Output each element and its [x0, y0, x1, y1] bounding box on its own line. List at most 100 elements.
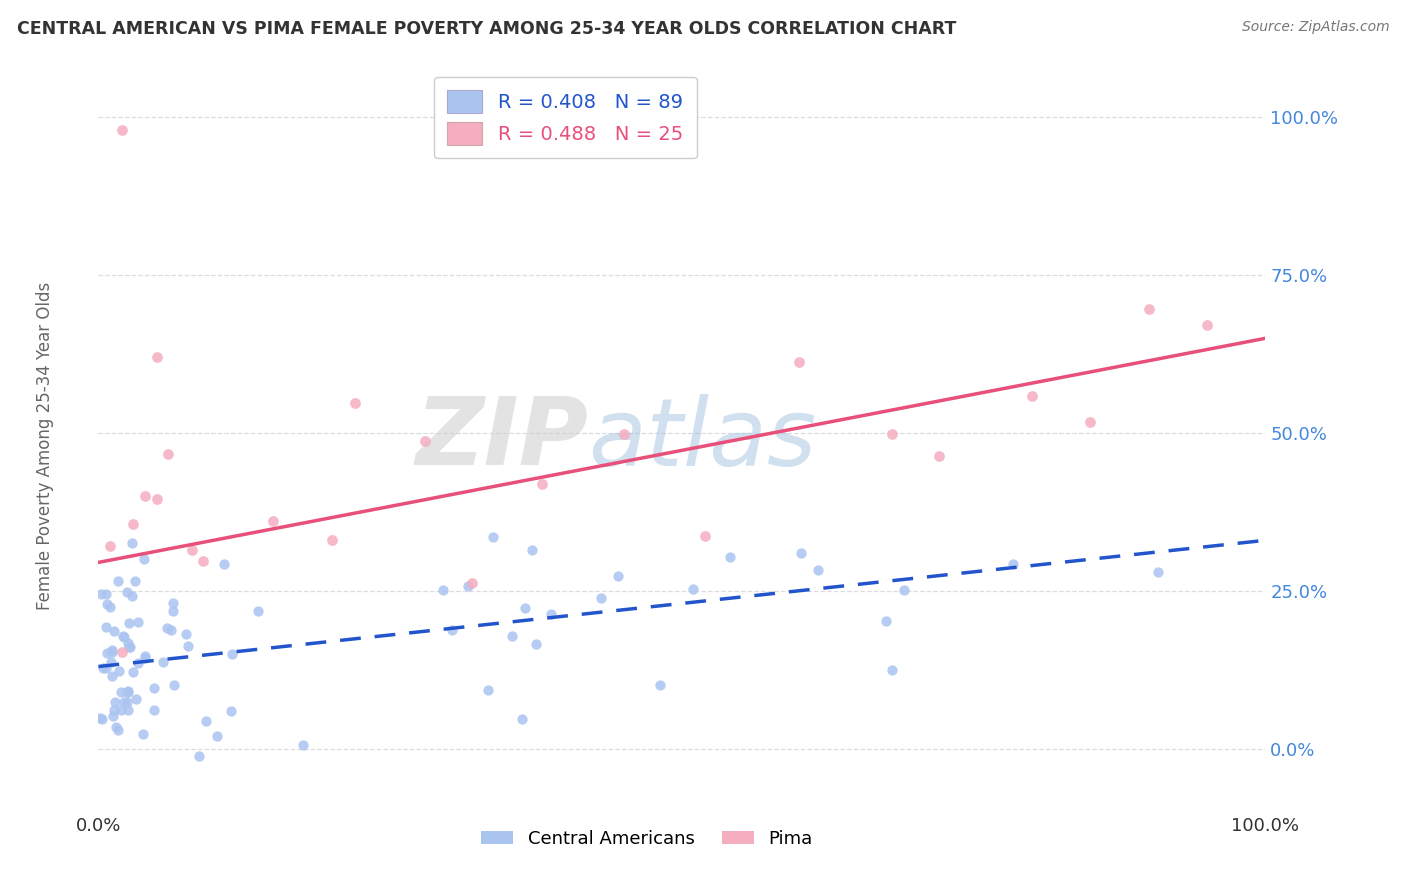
Point — [122, 665, 145, 679]
Point — [162, 604, 184, 618]
Point — [321, 533, 343, 547]
Point — [117, 685, 139, 699]
Point — [193, 553, 215, 567]
Point — [695, 528, 717, 542]
Point — [180, 543, 202, 558]
Point — [188, 749, 211, 764]
Point — [107, 574, 129, 588]
Point — [291, 738, 314, 752]
Point — [520, 542, 543, 557]
Point — [262, 514, 284, 528]
Point — [112, 695, 135, 709]
Point — [96, 597, 118, 611]
Point — [530, 477, 553, 491]
Point — [117, 703, 139, 717]
Point — [90, 587, 112, 601]
Point — [880, 426, 903, 441]
Point — [893, 582, 915, 597]
Point — [94, 661, 117, 675]
Point — [103, 624, 125, 638]
Point — [107, 723, 129, 738]
Text: atlas: atlas — [589, 393, 817, 485]
Point — [221, 647, 243, 661]
Point — [613, 427, 636, 442]
Point — [152, 655, 174, 669]
Point — [441, 623, 464, 637]
Legend: Central Americans, Pima: Central Americans, Pima — [474, 822, 820, 855]
Point — [124, 574, 146, 589]
Point — [790, 546, 813, 560]
Point — [122, 517, 145, 532]
Point — [482, 530, 505, 544]
Point — [1147, 566, 1170, 580]
Point — [121, 536, 143, 550]
Point — [1137, 301, 1160, 316]
Point — [90, 713, 112, 727]
Point — [162, 596, 184, 610]
Point — [117, 684, 139, 698]
Point — [146, 491, 169, 506]
Point — [162, 678, 184, 692]
Point — [510, 712, 533, 726]
Point — [142, 681, 165, 695]
Point — [96, 619, 118, 633]
Point — [98, 539, 121, 553]
Point — [1021, 389, 1043, 403]
Point — [146, 351, 169, 365]
Point — [100, 655, 122, 669]
Point — [194, 714, 217, 728]
Point — [540, 607, 562, 621]
Point — [96, 646, 118, 660]
Point — [127, 615, 149, 629]
Point — [110, 702, 132, 716]
Point — [143, 703, 166, 717]
Point — [177, 639, 200, 653]
Point — [526, 637, 548, 651]
Point — [157, 447, 180, 461]
Point — [125, 692, 148, 706]
Point — [111, 123, 134, 137]
Point — [648, 678, 671, 692]
Point — [117, 685, 139, 699]
Point — [432, 582, 454, 597]
Point — [112, 629, 135, 643]
Point — [207, 729, 229, 743]
Point — [101, 642, 124, 657]
Point — [121, 590, 143, 604]
Point — [928, 449, 950, 463]
Point — [501, 629, 523, 643]
Point — [591, 591, 613, 605]
Point — [132, 727, 155, 741]
Point — [174, 627, 197, 641]
Point — [89, 710, 111, 724]
Point — [120, 640, 142, 654]
Text: ZIP: ZIP — [416, 393, 589, 485]
Point — [115, 585, 138, 599]
Point — [787, 354, 810, 368]
Point — [117, 636, 139, 650]
Point — [101, 709, 124, 723]
Point — [212, 557, 235, 571]
Point — [101, 645, 124, 659]
Point — [134, 489, 156, 503]
Point — [98, 600, 121, 615]
Point — [1195, 318, 1218, 332]
Point — [344, 396, 367, 410]
Point — [127, 656, 149, 670]
Point — [718, 549, 741, 564]
Point — [104, 695, 127, 709]
Point — [477, 682, 499, 697]
Point — [807, 563, 830, 577]
Point — [875, 614, 897, 628]
Point — [115, 695, 138, 709]
Point — [117, 640, 139, 654]
Point — [607, 568, 630, 582]
Point — [461, 575, 484, 590]
Point — [118, 616, 141, 631]
Point — [159, 624, 181, 638]
Point — [1001, 557, 1024, 571]
Point — [134, 648, 156, 663]
Text: Female Poverty Among 25-34 Year Olds: Female Poverty Among 25-34 Year Olds — [37, 282, 53, 610]
Point — [134, 552, 156, 566]
Point — [94, 587, 117, 601]
